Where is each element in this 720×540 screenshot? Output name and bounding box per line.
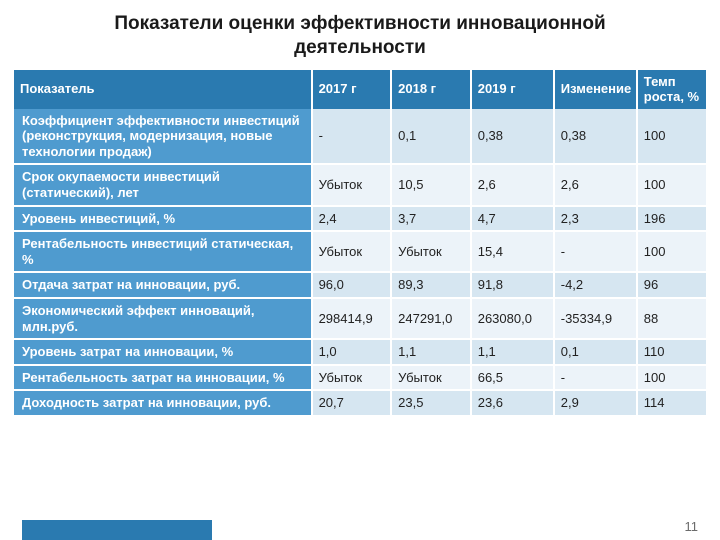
cell: 89,3 [391,272,471,298]
cell: 1,0 [312,339,392,365]
cell: Убыток [312,164,392,205]
cell: 20,7 [312,390,392,416]
cell: 23,5 [391,390,471,416]
cell: 2,9 [554,390,637,416]
cell: 2,4 [312,206,392,232]
cell: -4,2 [554,272,637,298]
cell: 110 [637,339,706,365]
table-row: Экономический эффект инноваций, млн.руб.… [14,298,706,339]
footer-accent-bar [22,520,212,540]
row-label: Экономический эффект инноваций, млн.руб. [14,298,312,339]
cell: 66,5 [471,365,554,391]
table-row: Уровень инвестиций, % 2,4 3,7 4,7 2,3 19… [14,206,706,232]
row-label: Срок окупаемости инвестиций (статический… [14,164,312,205]
table-row: Рентабельность затрат на инновации, % Уб… [14,365,706,391]
cell: - [554,365,637,391]
row-label: Рентабельность затрат на инновации, % [14,365,312,391]
cell: 1,1 [471,339,554,365]
cell: 100 [637,231,706,272]
col-header: Темп роста, % [637,70,706,109]
table-container: Показатель 2017 г 2018 г 2019 г Изменени… [0,70,720,418]
row-label: Доходность затрат на инновации, руб. [14,390,312,416]
col-header: 2017 г [312,70,392,109]
cell: 96 [637,272,706,298]
cell: 0,38 [471,109,554,165]
page-number: 11 [685,519,699,534]
cell: 100 [637,109,706,165]
row-label: Рентабельность инвестиций статическая, % [14,231,312,272]
cell: 2,6 [554,164,637,205]
efficiency-table: Показатель 2017 г 2018 г 2019 г Изменени… [14,70,706,418]
table-row: Срок окупаемости инвестиций (статический… [14,164,706,205]
cell: 114 [637,390,706,416]
cell: 0,1 [391,109,471,165]
cell: 0,1 [554,339,637,365]
cell: Убыток [312,231,392,272]
table-header-row: Показатель 2017 г 2018 г 2019 г Изменени… [14,70,706,109]
footer: 11 [0,510,720,540]
cell: 247291,0 [391,298,471,339]
cell: 3,7 [391,206,471,232]
cell: 298414,9 [312,298,392,339]
cell: 10,5 [391,164,471,205]
cell: 96,0 [312,272,392,298]
cell: 15,4 [471,231,554,272]
cell: -35334,9 [554,298,637,339]
cell: Убыток [312,365,392,391]
cell: 1,1 [391,339,471,365]
col-header: 2019 г [471,70,554,109]
table-row: Коэффициент эффективности инвестиций (ре… [14,109,706,165]
cell: Убыток [391,231,471,272]
col-header: Изменение [554,70,637,109]
row-label: Отдача затрат на инновации, руб. [14,272,312,298]
cell: 4,7 [471,206,554,232]
cell: - [554,231,637,272]
cell: 88 [637,298,706,339]
table-row: Уровень затрат на инновации, % 1,0 1,1 1… [14,339,706,365]
col-header: 2018 г [391,70,471,109]
cell: 263080,0 [471,298,554,339]
cell: - [312,109,392,165]
table-row: Отдача затрат на инновации, руб. 96,0 89… [14,272,706,298]
cell: 0,38 [554,109,637,165]
row-label: Коэффициент эффективности инвестиций (ре… [14,109,312,165]
cell: Убыток [391,365,471,391]
table-row: Рентабельность инвестиций статическая, %… [14,231,706,272]
page-title: Показатели оценки эффективности инноваци… [0,0,720,70]
table-row: Доходность затрат на инновации, руб. 20,… [14,390,706,416]
cell: 100 [637,164,706,205]
cell: 2,6 [471,164,554,205]
col-header: Показатель [14,70,312,109]
cell: 100 [637,365,706,391]
cell: 2,3 [554,206,637,232]
row-label: Уровень инвестиций, % [14,206,312,232]
cell: 23,6 [471,390,554,416]
cell: 196 [637,206,706,232]
cell: 91,8 [471,272,554,298]
row-label: Уровень затрат на инновации, % [14,339,312,365]
